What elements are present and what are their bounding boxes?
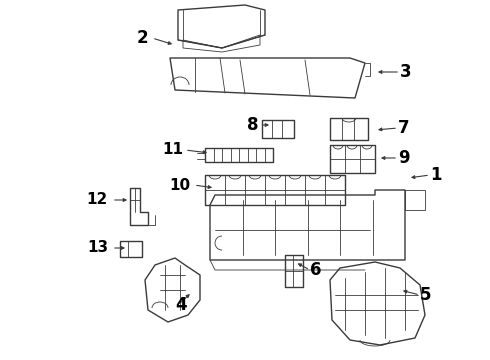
- Text: 3: 3: [400, 63, 412, 81]
- Text: 4: 4: [175, 296, 187, 314]
- Text: 5: 5: [420, 286, 432, 304]
- Text: 11: 11: [162, 143, 183, 158]
- Text: 12: 12: [87, 193, 108, 207]
- Text: 1: 1: [430, 166, 441, 184]
- Text: 8: 8: [246, 116, 258, 134]
- Text: 13: 13: [87, 240, 108, 256]
- Text: 9: 9: [398, 149, 410, 167]
- Text: 2: 2: [136, 29, 148, 47]
- Text: 7: 7: [398, 119, 410, 137]
- Text: 6: 6: [310, 261, 321, 279]
- Text: 10: 10: [169, 177, 190, 193]
